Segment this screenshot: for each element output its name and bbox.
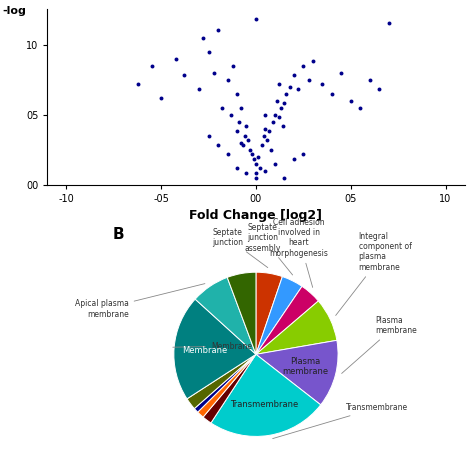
Point: [229, 62, 237, 69]
Point: [260, 132, 267, 139]
Point: [281, 100, 288, 107]
Point: [252, 160, 260, 167]
Point: [262, 125, 269, 132]
Point: [205, 48, 212, 55]
Point: [265, 128, 273, 135]
Point: [233, 128, 241, 135]
Point: [148, 62, 155, 69]
Point: [366, 76, 374, 83]
Point: [264, 136, 271, 144]
Point: [286, 83, 294, 91]
Wedge shape: [256, 272, 283, 355]
Point: [233, 90, 241, 97]
Point: [235, 118, 243, 125]
Point: [356, 104, 364, 111]
Text: Plasma
membrane: Plasma membrane: [342, 316, 417, 374]
Point: [237, 104, 245, 111]
Text: Cell adhesion
involved in
heart
morphogenesis: Cell adhesion involved in heart morphoge…: [269, 218, 328, 287]
Text: Apical plasma
membrane: Apical plasma membrane: [75, 283, 205, 319]
Point: [233, 164, 241, 172]
Point: [199, 34, 207, 41]
Wedge shape: [256, 340, 338, 405]
Point: [248, 150, 256, 157]
Point: [337, 69, 345, 76]
Point: [210, 69, 218, 76]
Text: Septate
junction
assembly: Septate junction assembly: [244, 223, 292, 275]
Point: [246, 146, 254, 154]
Text: Septate
junction: Septate junction: [212, 228, 268, 268]
Point: [237, 139, 245, 146]
Point: [281, 174, 288, 182]
Point: [252, 16, 260, 23]
Point: [254, 153, 262, 160]
Wedge shape: [211, 355, 321, 437]
Point: [279, 122, 286, 129]
X-axis label: Fold Change [log2]: Fold Change [log2]: [190, 209, 322, 222]
Text: Integral
component of
plasma
membrane: Integral component of plasma membrane: [336, 232, 411, 316]
Point: [319, 80, 326, 88]
Point: [241, 132, 248, 139]
Point: [157, 94, 165, 101]
Point: [250, 155, 258, 163]
Point: [385, 20, 392, 27]
Text: Transmembrane: Transmembrane: [230, 400, 299, 409]
Point: [269, 118, 277, 125]
Point: [290, 72, 298, 79]
Point: [290, 155, 298, 163]
Point: [252, 170, 260, 177]
Wedge shape: [227, 272, 256, 355]
Point: [375, 86, 383, 93]
Point: [275, 80, 283, 88]
Point: [218, 104, 226, 111]
Point: [275, 114, 283, 121]
Point: [309, 57, 317, 65]
Y-axis label: -log: -log: [2, 6, 26, 16]
Wedge shape: [198, 355, 256, 417]
Point: [273, 97, 281, 104]
Text: Membrane: Membrane: [182, 346, 228, 355]
Wedge shape: [194, 355, 256, 412]
Point: [258, 142, 265, 149]
Point: [214, 142, 222, 149]
Point: [239, 142, 246, 149]
Point: [305, 76, 313, 83]
Point: [224, 150, 231, 157]
Wedge shape: [256, 301, 337, 355]
Point: [328, 90, 336, 97]
Wedge shape: [203, 355, 256, 423]
Point: [214, 27, 222, 34]
Point: [252, 174, 260, 182]
Text: Transmembrane: Transmembrane: [273, 403, 409, 438]
Point: [300, 62, 307, 69]
Wedge shape: [256, 286, 319, 355]
Point: [347, 97, 355, 104]
Point: [135, 80, 142, 88]
Point: [173, 55, 180, 62]
Point: [271, 111, 279, 118]
Point: [262, 167, 269, 174]
Point: [271, 160, 279, 167]
Point: [205, 132, 212, 139]
Point: [256, 164, 264, 172]
Point: [283, 90, 290, 97]
Text: Membrane: Membrane: [173, 342, 252, 351]
Text: Plasma
membrane: Plasma membrane: [283, 357, 328, 376]
Point: [243, 122, 250, 129]
Point: [300, 150, 307, 157]
Wedge shape: [256, 276, 302, 355]
Point: [277, 104, 284, 111]
Point: [228, 111, 235, 118]
Point: [294, 86, 301, 93]
Point: [262, 111, 269, 118]
Point: [180, 72, 188, 79]
Text: B: B: [112, 227, 124, 242]
Wedge shape: [174, 299, 256, 399]
Point: [243, 170, 250, 177]
Point: [267, 146, 275, 154]
Wedge shape: [187, 355, 256, 409]
Point: [245, 136, 252, 144]
Point: [224, 76, 231, 83]
Wedge shape: [195, 277, 256, 355]
Point: [195, 86, 203, 93]
